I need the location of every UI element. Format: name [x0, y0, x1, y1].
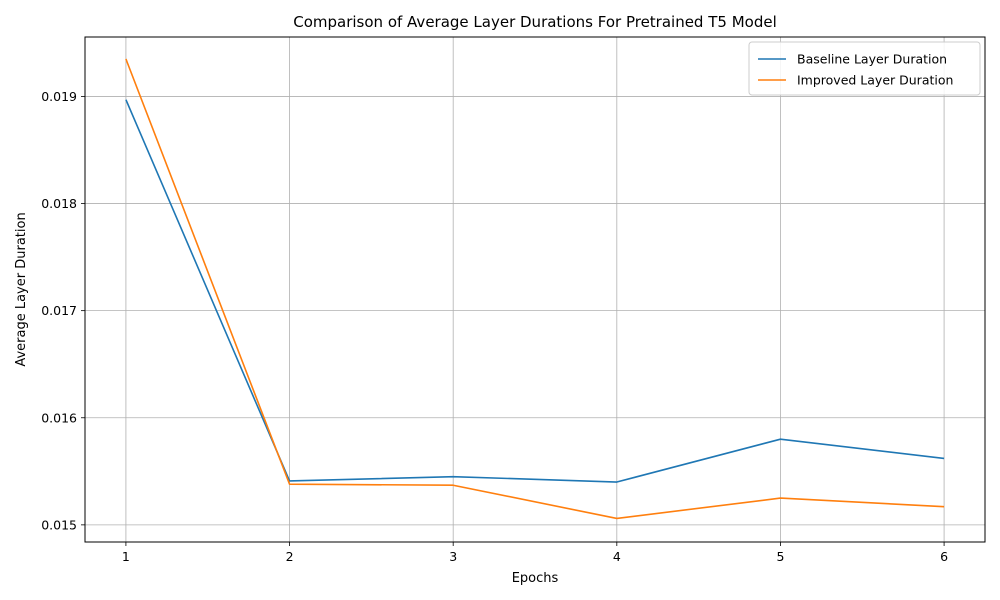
chart-title: Comparison of Average Layer Durations Fo…	[293, 13, 777, 31]
legend-label: Baseline Layer Duration	[797, 52, 947, 67]
y-tick-label: 0.016	[41, 410, 77, 425]
x-axis-ticks: 1 2 3 4 5 6	[122, 542, 948, 564]
x-tick-label: 4	[613, 549, 621, 564]
x-tick-label: 3	[449, 549, 457, 564]
legend-label: Improved Layer Duration	[797, 73, 953, 88]
plot-frame	[84, 36, 986, 543]
x-tick-label: 6	[940, 549, 948, 564]
x-tick-label: 2	[286, 549, 294, 564]
series-line-improved	[125, 58, 945, 520]
y-tick-label: 0.017	[41, 303, 77, 318]
y-axis-ticks: 0.015 0.016 0.017 0.018 0.019	[41, 89, 85, 532]
y-tick-label: 0.018	[41, 196, 77, 211]
legend-box	[748, 41, 981, 96]
x-tick-label: 5	[776, 549, 784, 564]
y-tick-label: 0.019	[41, 89, 77, 104]
grid	[85, 37, 985, 542]
x-tick-label: 1	[122, 549, 130, 564]
y-tick-label: 0.015	[41, 517, 77, 532]
legend: Baseline Layer Duration Improved Layer Du…	[748, 41, 981, 96]
x-axis-label: Epochs	[512, 571, 559, 586]
series-line-baseline	[125, 99, 945, 483]
series-lines	[125, 58, 945, 520]
y-axis-label: Average Layer Duration	[14, 212, 29, 366]
